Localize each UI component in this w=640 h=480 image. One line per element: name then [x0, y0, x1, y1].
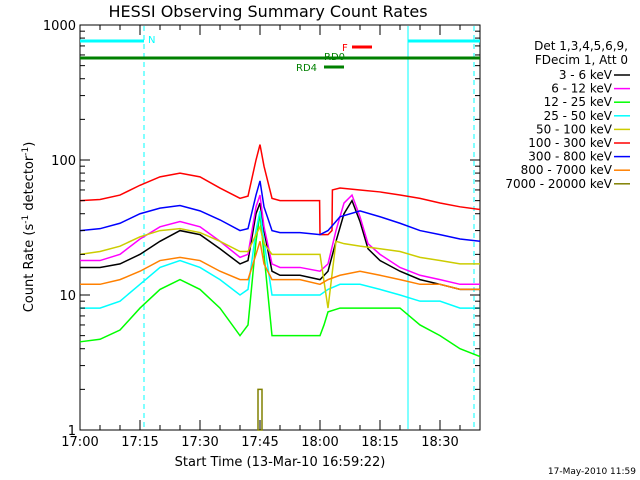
x-tick-label: 17:45	[241, 435, 278, 450]
chart-title: HESSI Observing Summary Count Rates	[108, 2, 427, 21]
x-tick-label: 18:30	[421, 435, 458, 450]
legend-label-300-800-kev: 300 - 800 keV	[528, 150, 612, 164]
state-bar-label-rd0: RD0	[324, 52, 345, 63]
state-bar-label-f: F	[342, 43, 348, 54]
legend-header-line-2: FDecim 1, Att 0	[535, 53, 628, 67]
legend-label-12-25-kev: 12 - 25 keV	[544, 95, 613, 109]
legend-label-50-100-kev: 50 - 100 keV	[536, 122, 613, 136]
x-tick-label: 18:15	[361, 435, 398, 450]
series-25-50-kev	[80, 210, 480, 309]
legend-header-line-1: Det 1,3,4,5,6,9,	[534, 39, 628, 53]
legend-label-3-6-kev: 3 - 6 keV	[559, 68, 613, 82]
series-50-100-kev	[79, 224, 480, 309]
x-tick-label: 17:15	[121, 435, 158, 450]
series-3-6-kev	[80, 198, 480, 291]
legend-label-25-50-kev: 25 - 50 keV	[544, 109, 613, 123]
state-bar-label-n: N	[148, 35, 155, 46]
legend-label-100-300-kev: 100 - 300 keV	[528, 136, 612, 150]
y-tick-label: 1	[68, 424, 76, 439]
series-800-7000-kev	[80, 241, 480, 291]
y-axis-label: Count Rate (s-1 detector-1)	[21, 142, 37, 313]
legend-label-6-12-kev: 6 - 12 keV	[551, 82, 613, 96]
y-tick-label: 1000	[43, 19, 76, 34]
x-tick-label: 18:00	[301, 435, 338, 450]
footer-timestamp: 17-May-2010 11:59	[548, 467, 636, 477]
legend-label-800-7000-kev: 800 - 7000 keV	[521, 163, 613, 177]
x-tick-label: 17:30	[181, 435, 218, 450]
series-12-25-kev	[79, 213, 481, 358]
plot-frame	[79, 24, 481, 431]
y-tick-label: 100	[51, 154, 76, 169]
series-100-300-kev	[79, 144, 481, 236]
axes: 1 10 100 1000 17:00 17:15 17:30 17:45 18:00 18:15…	[43, 19, 481, 450]
state-bar-label-rd4: RD4	[296, 63, 317, 74]
series-300-800-kev	[79, 180, 481, 243]
x-tick-label: 17:00	[61, 435, 98, 450]
series-6-12-kev	[80, 193, 480, 286]
y-tick-label: 10	[59, 289, 76, 304]
legend-label-7000-20000-kev: 7000 - 20000 keV	[505, 177, 612, 191]
x-axis-label: Start Time (13-Mar-10 16:59:22)	[175, 455, 386, 470]
legend: Det 1,3,4,5,6,9, FDecim 1, Att 0 3 - 6 k…	[505, 39, 630, 191]
